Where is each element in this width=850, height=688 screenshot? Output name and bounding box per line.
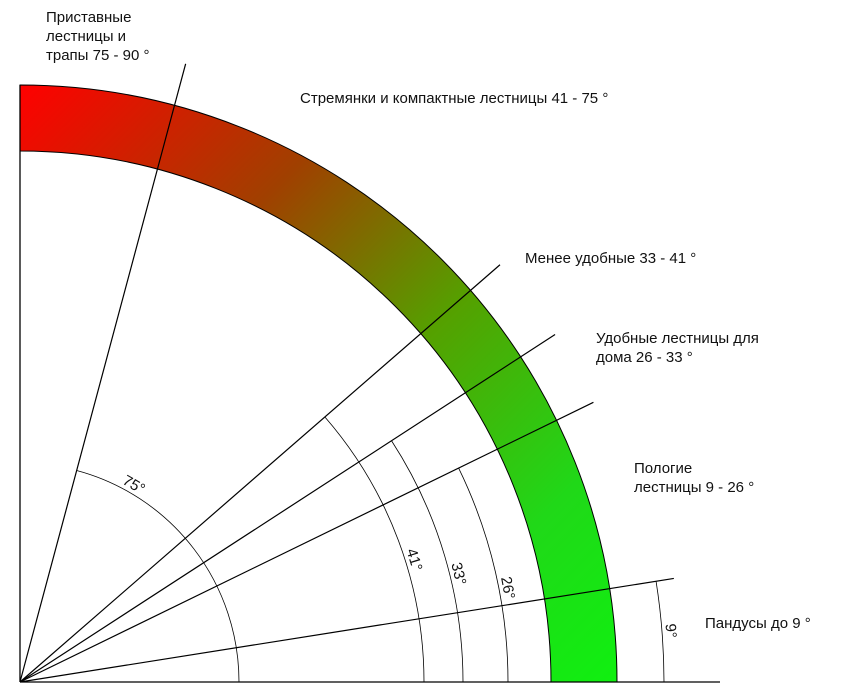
angle-arc-41 (324, 416, 425, 683)
zone-label-stepladders: Стремянки и компактные лестницы 41 - 75 … (300, 90, 609, 107)
angle-ray-26 (19, 401, 594, 683)
angle-arc-9 (655, 581, 665, 683)
zone-label-comfortable-home: Удобные лестницы для дома 26 - 33 ° (596, 330, 759, 366)
angle-label-33: 33° (447, 561, 469, 587)
steepness-color-band (19, 84, 618, 683)
angle-label-41: 41° (403, 547, 426, 574)
angle-arc-33 (391, 440, 464, 683)
zone-label-ramps: Пандусы до 9 ° (705, 615, 811, 632)
angle-arc-75 (76, 470, 240, 683)
angle-label-26: 26° (497, 575, 518, 600)
angle-label-75: 75° (120, 472, 148, 498)
angle-arc-26 (458, 467, 509, 683)
angle-ray-9 (19, 577, 674, 683)
angle-ray-41 (19, 264, 501, 683)
zone-label-less-comfortable: Менее удобные 33 - 41 ° (525, 250, 697, 267)
angle-ray-75 (19, 63, 187, 683)
angle-ray-33 (19, 334, 556, 683)
zone-label-ladders: Приставные лестницы и трапы 75 - 90 ° (46, 9, 150, 64)
angle-label-9: 9° (661, 623, 679, 639)
zone-label-gentle: Пологие лестницы 9 - 26 ° (634, 460, 755, 496)
